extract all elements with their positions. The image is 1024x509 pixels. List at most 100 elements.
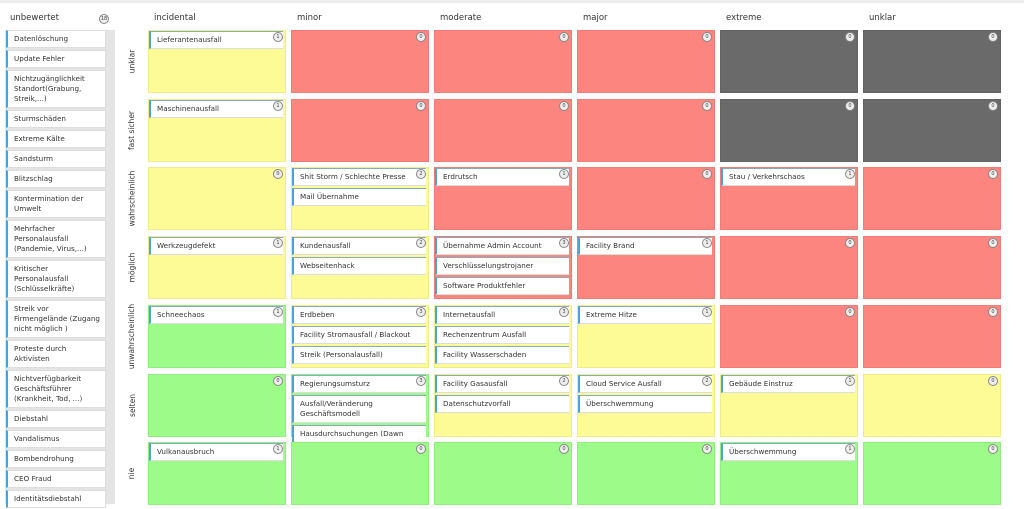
risk-card[interactable]: Streik vor Firmengelände (Zugang nicht m…	[6, 300, 106, 338]
risk-card[interactable]: Verschlüsselungstrojaner	[435, 257, 569, 276]
risk-card[interactable]: Rechenzentrum Ausfall	[435, 325, 569, 344]
matrix-cell[interactable]: Kundenausfall Webseitenhack 2	[291, 236, 429, 300]
column-header: extreme	[726, 13, 762, 23]
matrix-cell[interactable]: 0	[863, 30, 1001, 93]
matrix-cell[interactable]: 0	[291, 442, 429, 506]
risk-card[interactable]: Datenschutzvorfall	[435, 394, 569, 413]
risk-card[interactable]: Diebstahl	[6, 410, 106, 428]
risk-card[interactable]: Werkzeugdefekt	[149, 237, 283, 256]
risk-card[interactable]: Hausdurchsuchungen (Dawn	[292, 424, 426, 443]
matrix-cell[interactable]: 0	[577, 30, 715, 93]
matrix-cell[interactable]: 0	[434, 442, 572, 506]
risk-card[interactable]: Kritischer Personalausfall (Schlüsselkrä…	[6, 260, 106, 298]
risk-card[interactable]: Lieferantenausfall	[149, 31, 283, 49]
risk-card[interactable]: Identitätsdiebstahl	[6, 490, 106, 508]
matrix-cell[interactable]: Stau / Verkehrschaos 1	[720, 167, 858, 231]
risk-card[interactable]: Streik (Personalausfall)	[292, 345, 426, 364]
matrix-cell[interactable]: 0	[291, 98, 429, 162]
risk-card[interactable]: Nichtzugänglichkeit Standort(Grabung, St…	[6, 70, 106, 108]
matrix-cell[interactable]: 0	[720, 98, 858, 162]
matrix-cell[interactable]: Vulkanausbruch 1	[148, 442, 286, 506]
row-header: wahrscheinlich	[120, 167, 144, 230]
risk-card[interactable]: Vandalismus	[6, 430, 106, 448]
risk-card[interactable]: Extreme Kälte	[6, 130, 106, 148]
risk-card[interactable]: Gebäude Einstruz	[721, 374, 855, 393]
matrix-cell[interactable]: 0	[577, 442, 715, 506]
risk-card[interactable]: Shit Storm / Schlechte Presse	[292, 168, 426, 187]
matrix-cell[interactable]: Cloud Service Ausfall Überschwemmung 2	[577, 373, 715, 437]
matrix-cell[interactable]: 0	[434, 30, 572, 93]
matrix-cell[interactable]: 0	[863, 236, 1001, 300]
risk-card[interactable]: Maschinenausfall	[149, 99, 283, 118]
count-badge: 0	[416, 32, 426, 42]
risk-card[interactable]: Stau / Verkehrschaos	[721, 168, 855, 187]
risk-card[interactable]: Überschwemmung	[721, 443, 855, 462]
risk-card[interactable]: Software Produktfehler	[435, 277, 569, 296]
matrix-cell[interactable]: Regierungsumsturz Ausfall/Veränderung Ges…	[291, 373, 429, 443]
matrix-cell[interactable]: 0	[434, 98, 572, 162]
matrix-cell[interactable]: Gebäude Einstruz 1	[720, 373, 858, 437]
matrix-cell[interactable]: 0	[577, 98, 715, 162]
matrix-cell[interactable]: 0	[863, 304, 1001, 368]
risk-card[interactable]: Datenlöschung	[6, 30, 106, 48]
count-badge: 3	[416, 375, 426, 386]
risk-card[interactable]: Mehrfacher Personalausfall (Pandemie, Vi…	[6, 220, 106, 258]
matrix-cell[interactable]: 0	[148, 167, 286, 231]
matrix-cell[interactable]: Übernahme Admin Account Verschlüsselungst…	[434, 236, 572, 300]
risk-card[interactable]: Nichtverfügbarkeit Geschäftsführer (Kran…	[6, 370, 106, 408]
matrix-cell[interactable]: Maschinenausfall 1	[148, 98, 286, 162]
count-badge: 0	[845, 306, 855, 317]
risk-card[interactable]: Internetausfall	[435, 305, 569, 324]
matrix-cell[interactable]: 0	[577, 167, 715, 231]
count-badge: 0	[702, 100, 712, 111]
risk-card[interactable]: Webseitenhack	[292, 257, 426, 276]
risk-card[interactable]: Übernahme Admin Account	[435, 237, 569, 256]
risk-card[interactable]: Vulkanausbruch	[149, 443, 283, 462]
risk-card[interactable]: Schneechaos	[149, 305, 283, 324]
row-header: unwahrscheinlich	[120, 304, 144, 369]
matrix-cell[interactable]: Extreme Hitze 1	[577, 304, 715, 368]
risk-card[interactable]: Cloud Service Ausfall	[578, 374, 712, 393]
risk-card[interactable]: Sturmschäden	[6, 110, 106, 128]
risk-card[interactable]: Facility Brand	[578, 237, 712, 256]
risk-card[interactable]: Überschwemmung	[578, 394, 712, 413]
matrix-cell[interactable]: 0	[720, 304, 858, 368]
risk-card[interactable]: Facility Stromausfall / Blackout	[292, 325, 426, 344]
risk-card[interactable]: Facility Wasserschaden	[435, 345, 569, 364]
matrix-cell[interactable]: 0	[863, 98, 1001, 162]
risk-card[interactable]: Sandsturm	[6, 150, 106, 168]
risk-card[interactable]: Proteste durch Aktivisten	[6, 340, 106, 368]
matrix-cell[interactable]: 0	[148, 373, 286, 437]
matrix-cell[interactable]: 0	[720, 30, 858, 93]
risk-card[interactable]: Bombendrohung	[6, 450, 106, 468]
risk-card[interactable]: Blitzschlag	[6, 170, 106, 188]
matrix-cell[interactable]: Erdrutsch 1	[434, 167, 572, 231]
risk-card[interactable]: CEO Fraud	[6, 470, 106, 488]
matrix-cell[interactable]: 0	[863, 167, 1001, 231]
matrix-cell[interactable]: 0	[720, 236, 858, 300]
matrix-cell[interactable]: Lieferantenausfall 1	[148, 30, 286, 93]
row-header: unklar	[120, 30, 144, 93]
risk-card[interactable]: Ausfall/Veränderung Geschäftsmodell	[292, 394, 426, 423]
matrix-cell[interactable]: 0	[291, 30, 429, 93]
matrix-cell[interactable]: Überschwemmung 1	[720, 442, 858, 506]
risk-card[interactable]: Kundenausfall	[292, 237, 426, 256]
matrix-cell[interactable]: Facility Brand 1	[577, 236, 715, 300]
risk-card[interactable]: Mail Übernahme	[292, 188, 426, 207]
risk-card[interactable]: Erdbeben	[292, 305, 426, 324]
matrix-cell[interactable]: Werkzeugdefekt 1	[148, 236, 286, 300]
matrix-cell[interactable]: 0	[863, 442, 1001, 506]
matrix-cell[interactable]: Erdbeben Facility Stromausfall / Blackout…	[291, 304, 429, 368]
matrix-cell[interactable]: 0	[863, 373, 1001, 437]
matrix-cell[interactable]: Schneechaos 1	[148, 304, 286, 368]
risk-card[interactable]: Kontermination der Umwelt	[6, 190, 106, 218]
count-badge: 3	[416, 306, 426, 317]
risk-card[interactable]: Regierungsumsturz	[292, 374, 426, 393]
matrix-cell[interactable]: Internetausfall Rechenzentrum Ausfall Faci…	[434, 304, 572, 368]
risk-card[interactable]: Update Fehler	[6, 50, 106, 68]
matrix-cell[interactable]: Facility Gasausfall Datenschutzvorfall 2	[434, 373, 572, 437]
risk-card[interactable]: Extreme Hitze	[578, 305, 712, 324]
risk-card[interactable]: Facility Gasausfall	[435, 374, 569, 393]
risk-card[interactable]: Erdrutsch	[435, 168, 569, 187]
matrix-cell[interactable]: Shit Storm / Schlechte Presse Mail Überna…	[291, 167, 429, 231]
